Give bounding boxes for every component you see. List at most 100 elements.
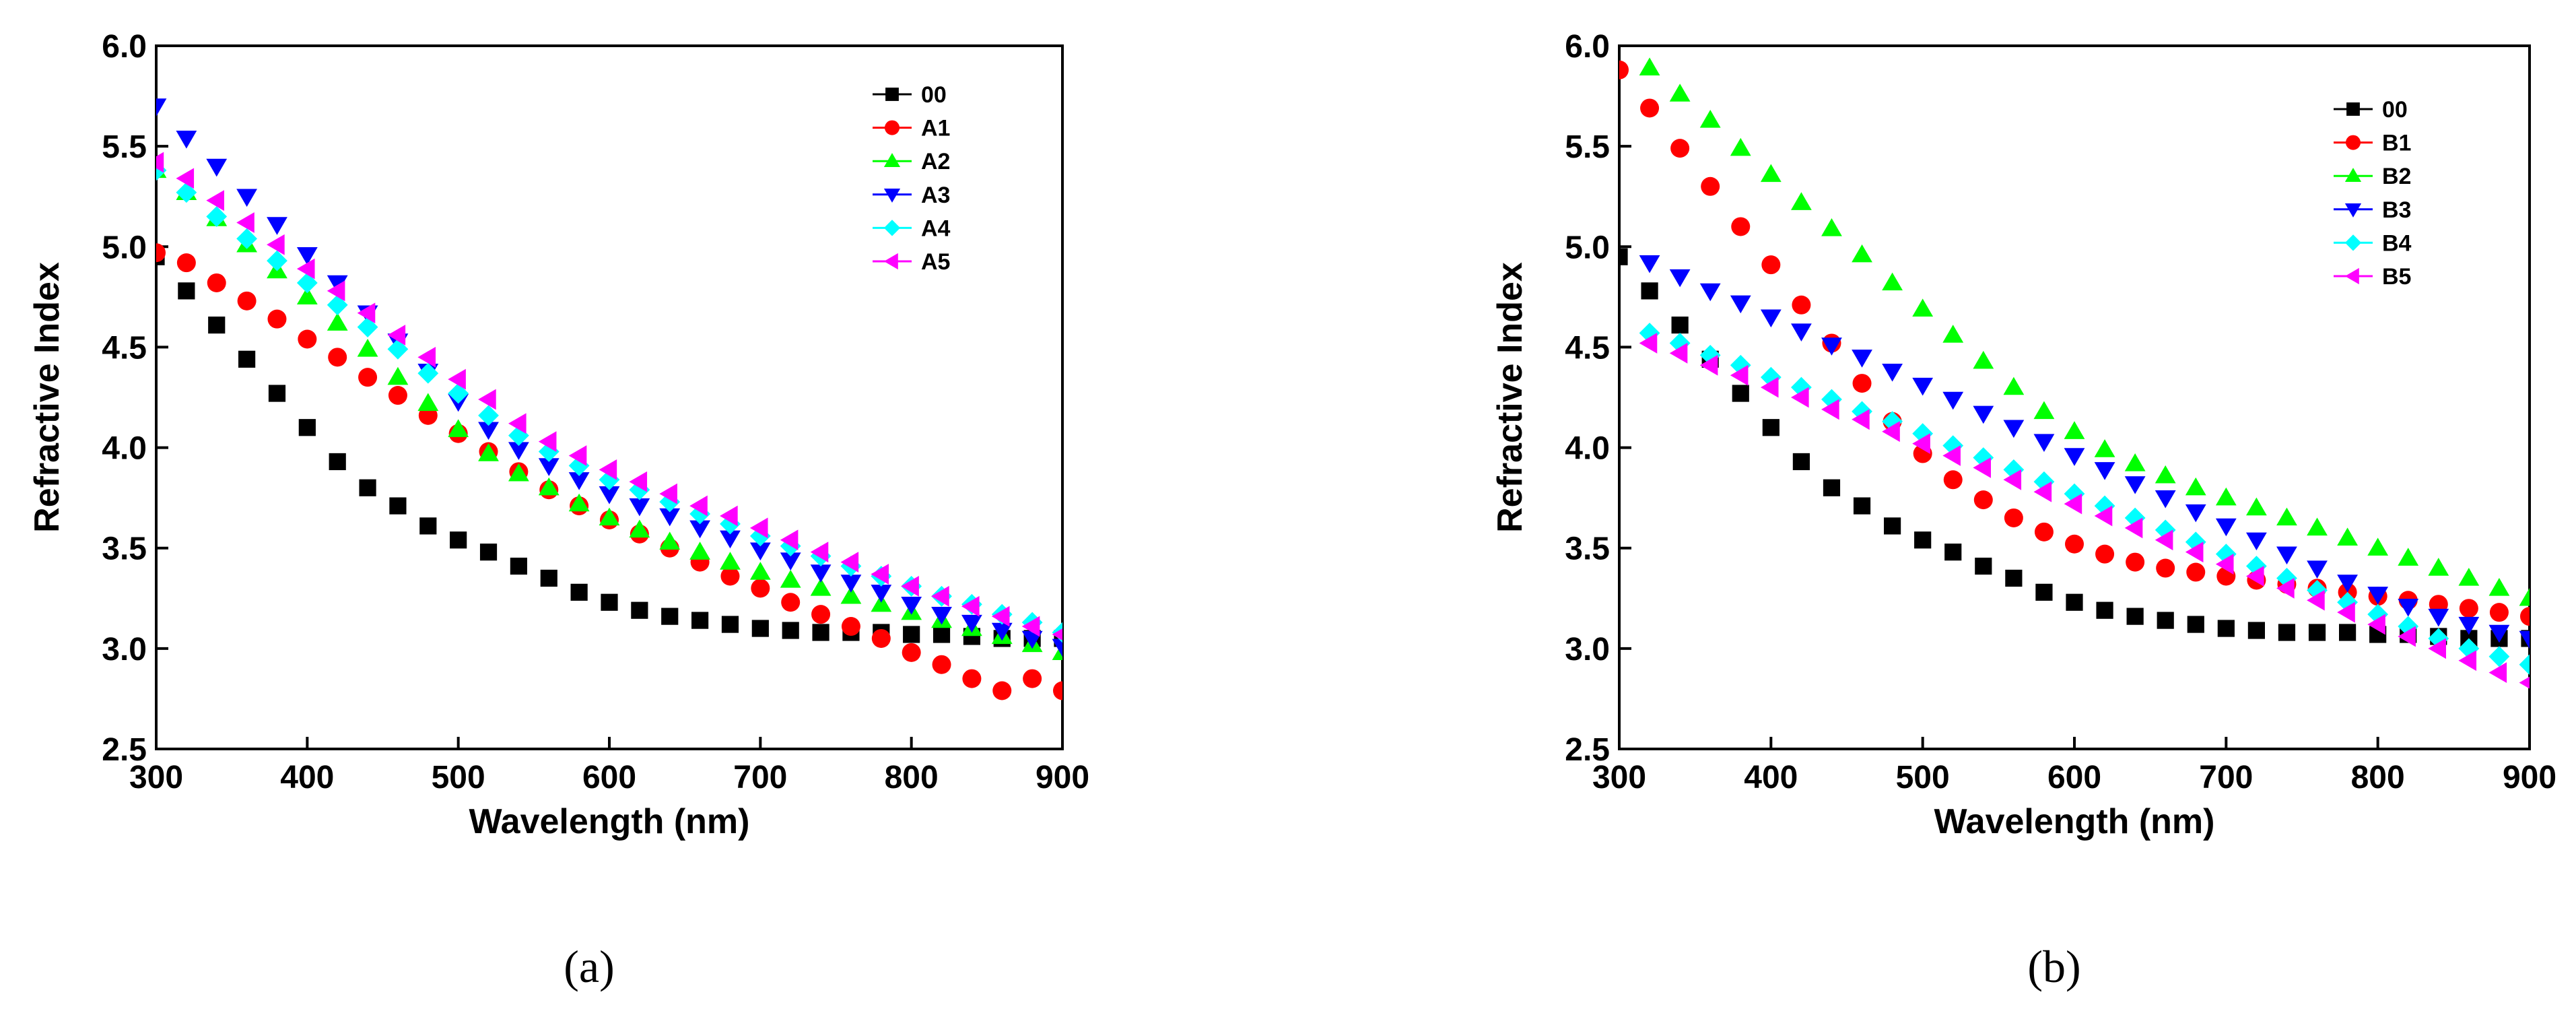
point-B3 [2428,608,2449,627]
point-B3 [2003,420,2025,438]
y-tick-label: 5.0 [102,230,147,265]
point-B2 [2094,439,2115,457]
legend: 00 A1 A2 A3 A4 A5 [873,82,951,275]
point-A4 [236,228,257,249]
point-B4 [2215,544,2237,565]
point-A5 [780,529,799,551]
point-00 [298,419,316,436]
point-B4 [2246,556,2267,577]
legend-label-B3: B3 [2382,197,2411,223]
point-B5 [2124,517,2143,539]
point-00 [2217,620,2235,637]
legend-marker-B3 [2344,203,2362,218]
legend-label-B4: B4 [2382,230,2412,256]
point-B5 [2307,589,2325,611]
point-B4 [2276,568,2297,589]
point-B4 [2519,654,2530,676]
legend-marker-00 [885,88,899,101]
point-B1 [2459,599,2478,618]
point-00 [1853,497,1871,515]
point-A5 [156,152,164,173]
point-00 [2126,608,2144,625]
point-B3 [1791,323,1812,341]
point-00 [2157,612,2174,629]
legend-marker-B1 [2346,135,2361,150]
legend-label-A4: A4 [921,216,951,241]
point-B5 [1821,399,1839,420]
point-A5 [417,346,436,368]
point-00 [1732,385,1749,402]
point-B2 [1760,164,1782,183]
point-B3 [2367,587,2389,605]
point-A3 [629,498,650,517]
point-A3 [1052,639,1062,657]
point-A1 [1023,669,1042,688]
point-B3 [2519,630,2530,649]
point-A3 [327,275,348,294]
point-B1 [1731,217,1751,236]
point-00 [2005,569,2023,587]
point-A3 [991,622,1013,641]
point-00 [1671,317,1689,334]
point-A3 [780,552,801,571]
legend-label-A3: A3 [921,183,950,208]
point-B2 [1791,192,1812,210]
point-A2 [780,570,801,588]
point-A3 [931,606,952,625]
point-B2 [2064,421,2085,439]
point-00 [721,616,739,633]
panel-label: (a) [564,941,614,992]
point-A2 [689,542,710,560]
point-B2 [1699,109,1721,128]
point-A1 [267,309,287,329]
point-A5 [720,505,738,527]
point-A2 [448,419,469,437]
point-A4 [689,503,710,525]
x-tick-label: 400 [280,760,334,795]
point-A5 [659,483,677,504]
point-B5 [1730,364,1749,386]
point-B3 [2064,448,2085,466]
point-B1 [2186,562,2206,582]
point-A1 [751,579,770,598]
y-axis-title: Refractive Index [1491,262,1530,533]
point-B2 [2519,587,2530,606]
point-A2 [357,339,378,357]
x-tick-label: 300 [129,760,183,795]
point-B3 [1882,364,1903,382]
y-axis-title: Refractive Index [28,262,67,533]
y-tick-label: 4.0 [1565,431,1610,467]
point-00 [2247,622,2265,639]
y-tick-label: 5.5 [102,129,147,165]
point-A4 [417,362,439,384]
point-A5 [961,595,980,617]
point-B5 [2215,554,2234,575]
y-tick-label: 6.0 [102,29,147,65]
point-A4 [267,250,287,271]
point-A1 [176,253,196,273]
point-A2 [417,393,439,412]
point-B1 [1701,176,1720,196]
point-B2 [2033,401,2055,420]
point-00 [1619,248,1628,265]
point-A2 [387,366,409,385]
point-A1 [388,386,407,405]
x-axis-title: Wavelength (nm) [469,802,750,841]
point-A3 [236,189,257,207]
point-A2 [296,286,318,305]
point-A2 [810,577,832,596]
point-B4 [1699,344,1721,366]
point-B5 [1791,387,1809,408]
point-B2 [2185,477,2206,496]
point-B2 [2307,517,2328,536]
point-B5 [2064,493,2082,515]
point-B1 [2520,607,2530,626]
point-A5 [236,212,255,233]
point-A3 [901,597,922,615]
point-A5 [267,234,285,255]
point-00 [691,612,709,629]
point-A5 [901,575,919,597]
point-A2 [840,585,862,604]
y-tick-label: 5.5 [1565,129,1610,165]
point-00 [903,626,920,643]
